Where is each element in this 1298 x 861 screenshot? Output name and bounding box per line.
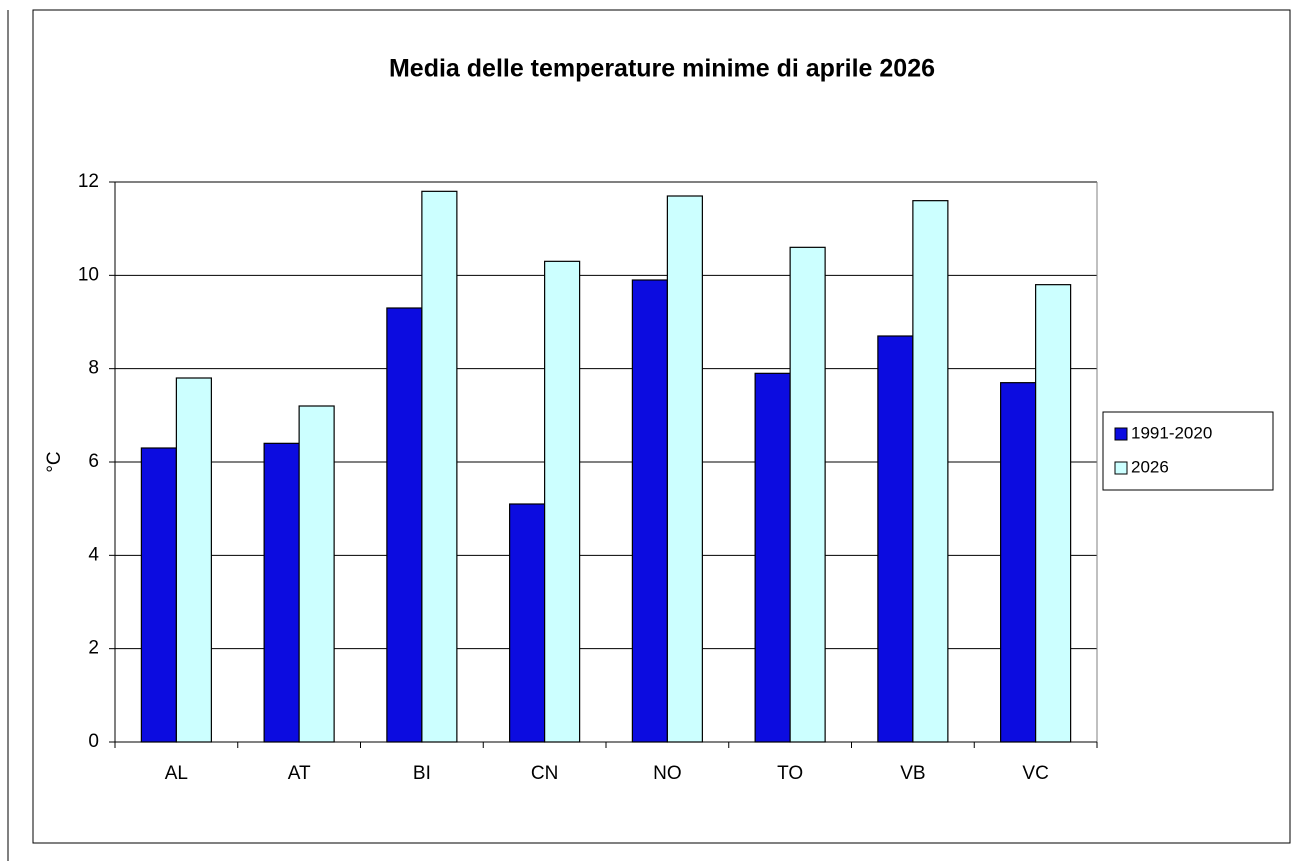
bar xyxy=(754,372,791,743)
bar xyxy=(263,442,300,743)
y-tick-label: 10 xyxy=(78,264,99,285)
bar xyxy=(789,246,826,743)
bar xyxy=(631,279,668,743)
x-tick-label: BI xyxy=(413,763,431,784)
bar xyxy=(421,190,458,743)
bar xyxy=(666,195,703,743)
x-tick-label: VC xyxy=(1022,763,1048,784)
y-tick-label: 0 xyxy=(88,731,99,752)
x-tick-label: AL xyxy=(165,763,188,784)
y-tick-label: 4 xyxy=(88,544,99,565)
y-tick-label: 2 xyxy=(88,638,99,659)
legend-box xyxy=(1102,411,1274,491)
legend-label: 1991-2020 xyxy=(1131,423,1212,442)
x-tick-label: NO xyxy=(653,763,682,784)
y-tick-label: 8 xyxy=(88,358,99,379)
bar xyxy=(877,335,914,743)
bar xyxy=(509,503,546,743)
bar xyxy=(1035,284,1072,743)
y-tick-label: 12 xyxy=(78,171,99,192)
bar xyxy=(298,405,335,743)
x-tick-label: TO xyxy=(777,763,803,784)
legend-swatch xyxy=(1114,461,1128,475)
y-axis-label: °C xyxy=(44,451,65,472)
bar xyxy=(912,200,949,743)
x-tick-label: CN xyxy=(531,763,558,784)
chart-title: Media delle temperature minime di aprile… xyxy=(389,55,935,83)
legend-swatch xyxy=(1114,427,1128,441)
x-tick-label: AT xyxy=(288,763,311,784)
bar xyxy=(544,260,581,743)
bar xyxy=(386,307,423,743)
legend-label: 2026 xyxy=(1131,457,1169,476)
x-tick-label: VB xyxy=(900,763,925,784)
bar xyxy=(1000,382,1037,743)
bar xyxy=(140,447,177,743)
bar xyxy=(175,377,212,743)
y-tick-label: 6 xyxy=(88,451,99,472)
